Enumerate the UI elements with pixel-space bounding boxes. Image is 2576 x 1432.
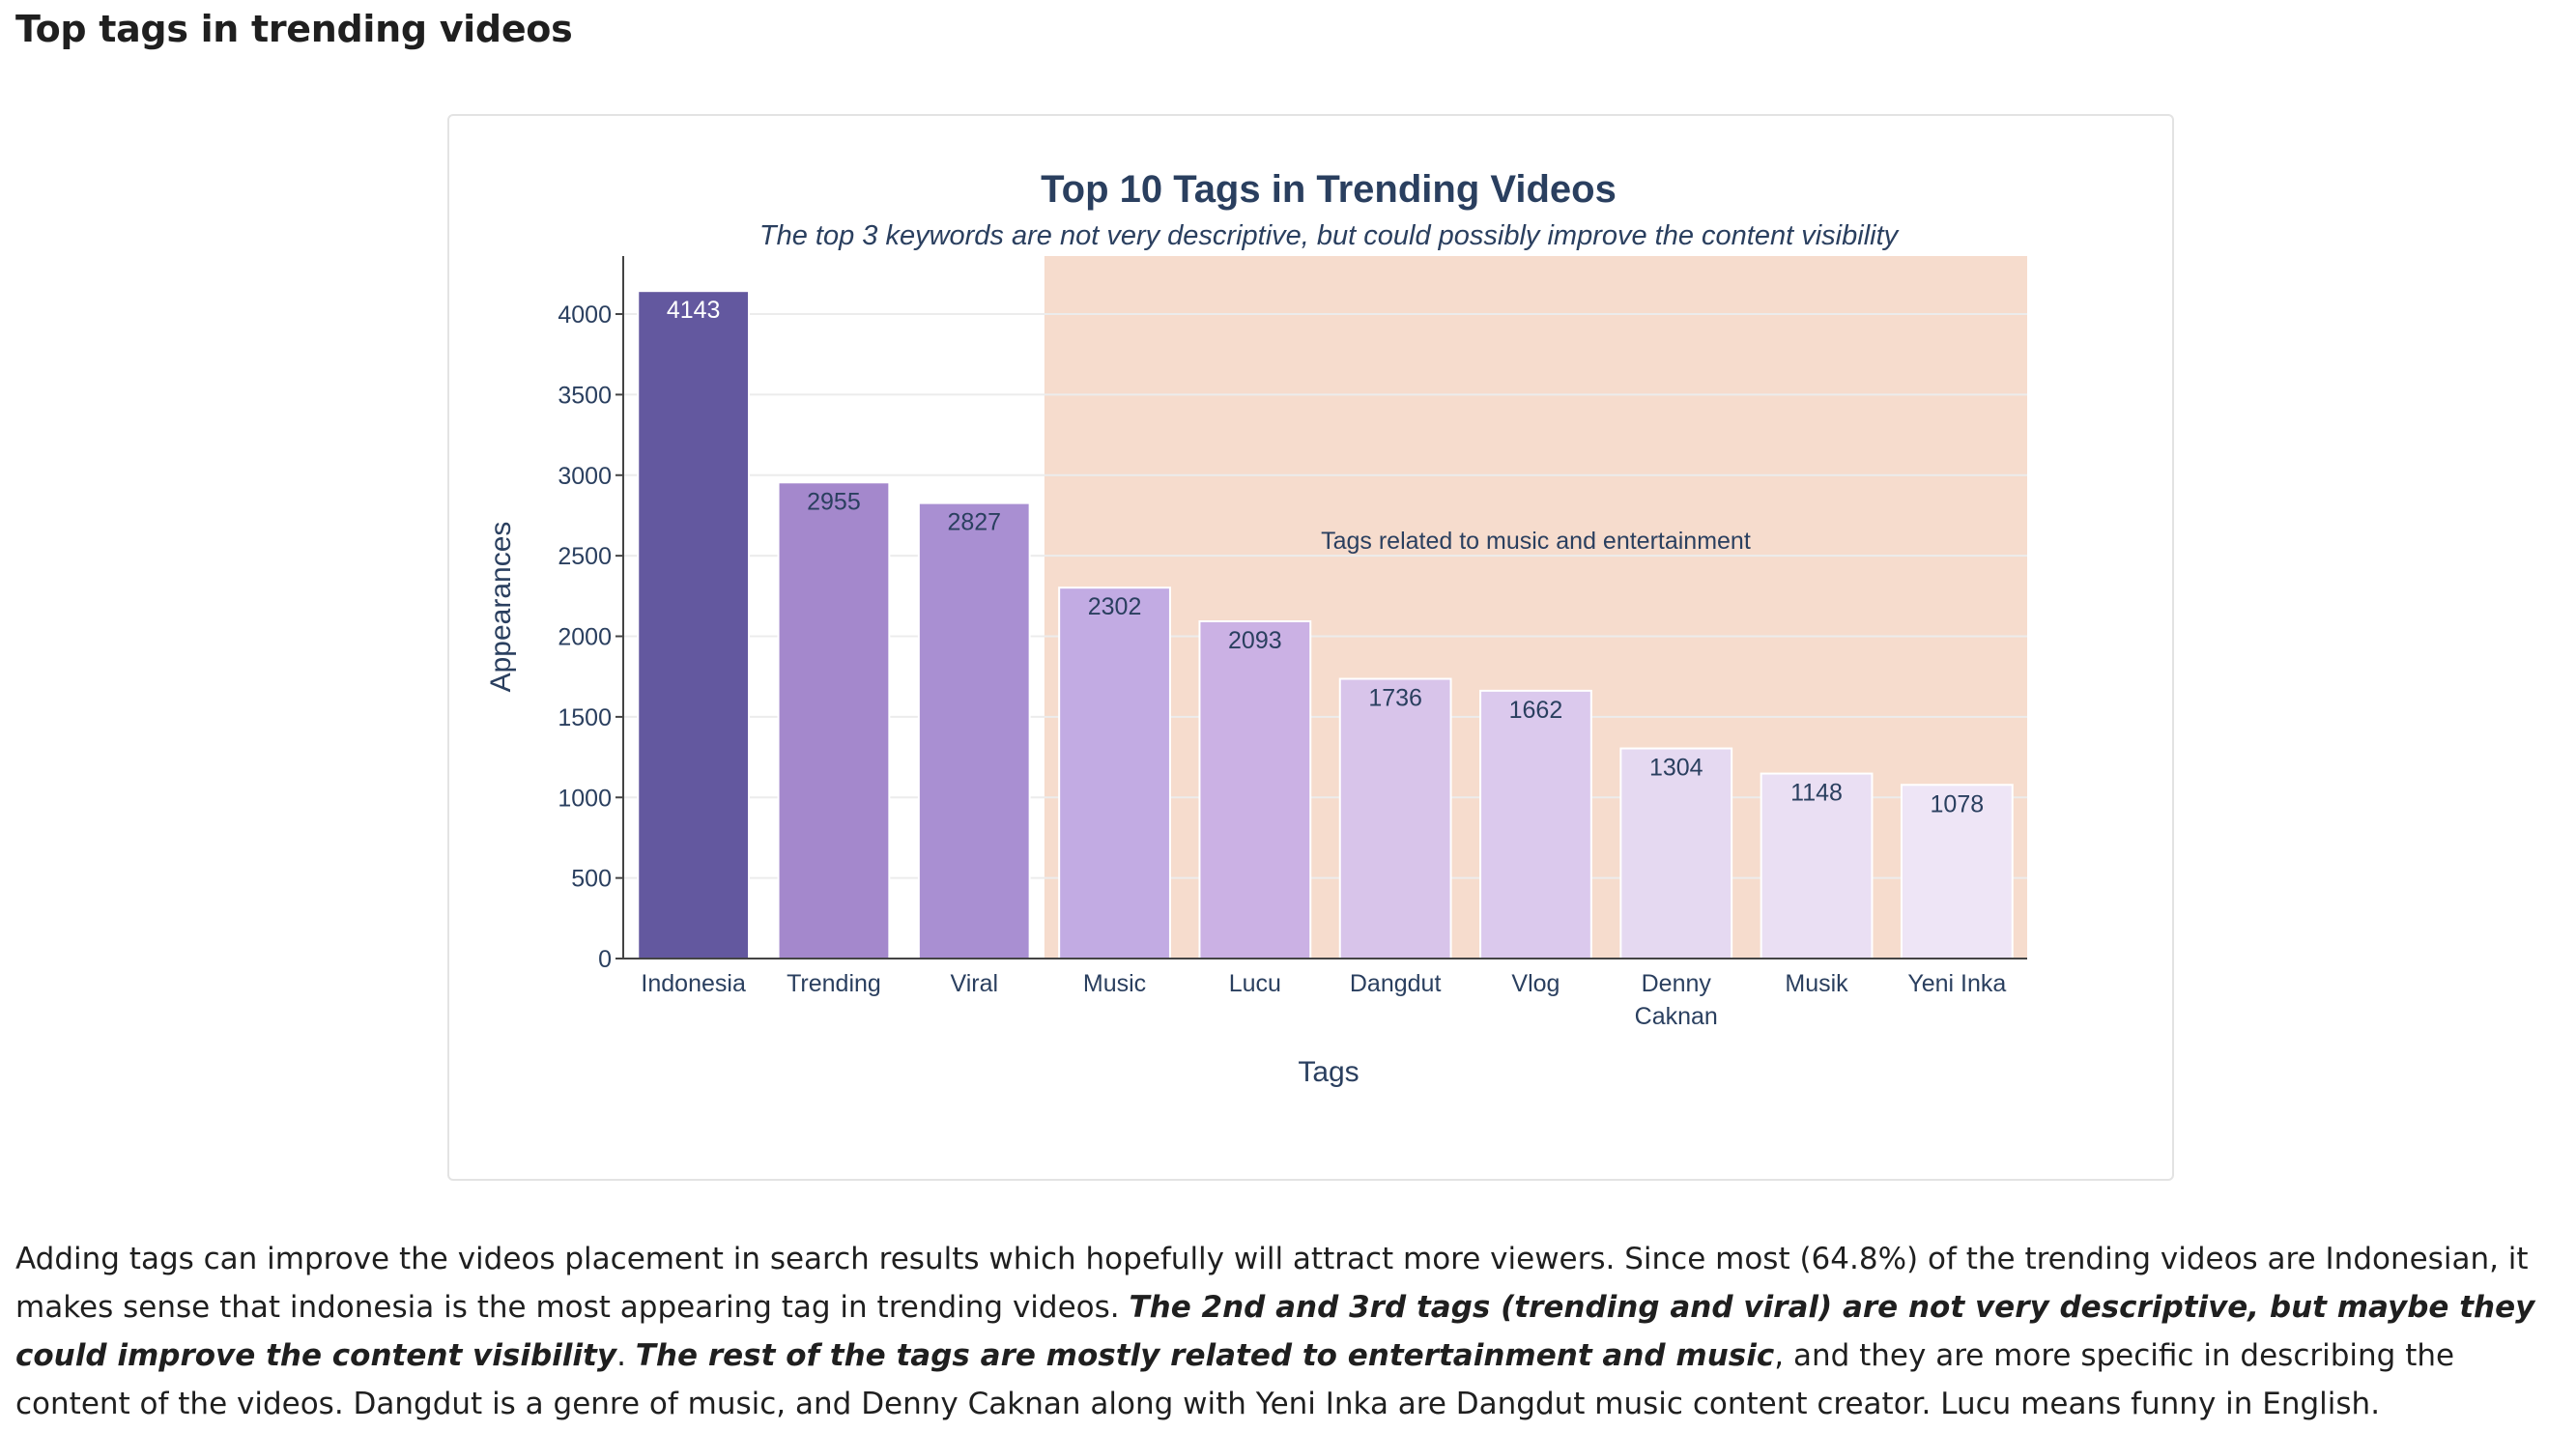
bar bbox=[1058, 587, 1171, 959]
bar bbox=[1338, 677, 1452, 959]
bar-data-label: 2955 bbox=[807, 488, 861, 515]
bar bbox=[917, 501, 1031, 959]
bar-data-label: 2827 bbox=[947, 509, 1001, 536]
bar-data-label: 2093 bbox=[1228, 627, 1282, 654]
bar bbox=[1900, 784, 2014, 959]
y-tick-label: 4000 bbox=[558, 301, 612, 329]
x-tick-label: Viral bbox=[950, 970, 998, 997]
x-tick-label: Vlog bbox=[1511, 970, 1560, 997]
x-tick-label: Denny Caknan bbox=[1635, 970, 1718, 1030]
y-tick-label: 2000 bbox=[558, 624, 612, 651]
x-tick-label: Yeni Inka bbox=[1907, 970, 2006, 997]
x-tick-label: Indonesia bbox=[641, 970, 746, 997]
paragraph-emphasis-2: The rest of the tags are mostly related … bbox=[635, 1338, 1775, 1373]
bar bbox=[777, 481, 891, 959]
bar bbox=[1760, 772, 1874, 960]
y-tick-label: 0 bbox=[598, 946, 612, 973]
x-tick-label: Musik bbox=[1785, 970, 1848, 997]
section-heading: Top tags in trending videos bbox=[15, 8, 573, 50]
x-tick-label: Dangdut bbox=[1350, 970, 1442, 997]
bar-chart: Tags related to music and entertainment … bbox=[485, 168, 2027, 1088]
bar-data-label: 4143 bbox=[667, 297, 721, 324]
bar-data-label: 1662 bbox=[1509, 697, 1563, 724]
chart-subtitle: The top 3 keywords are not very descript… bbox=[759, 220, 1900, 251]
bar bbox=[1198, 620, 1312, 959]
y-tick-label: 500 bbox=[571, 866, 612, 893]
x-tick-label: Lucu bbox=[1229, 970, 1281, 997]
x-axis-title: Tags bbox=[1298, 1056, 1359, 1088]
chart-title: Top 10 Tags in Trending Videos bbox=[1041, 168, 1617, 211]
bar bbox=[637, 290, 751, 960]
bar-data-label: 1304 bbox=[1649, 755, 1703, 782]
bar-data-label: 1736 bbox=[1368, 685, 1422, 712]
y-tick-label: 1500 bbox=[558, 704, 612, 731]
bar-data-label: 1148 bbox=[1790, 780, 1843, 807]
paragraph-text-2: . bbox=[616, 1338, 636, 1373]
bar-data-label: 1078 bbox=[1931, 790, 1985, 817]
paragraph-emphasis-1: The 2nd and 3rd tags (trending and viral… bbox=[15, 1290, 2535, 1373]
chart-card: Tags related to music and entertainment … bbox=[447, 114, 2174, 1181]
y-tick-label: 3500 bbox=[558, 382, 612, 409]
highlight-annotation: Tags related to music and entertainment bbox=[1321, 528, 1751, 555]
bar bbox=[1479, 689, 1592, 959]
x-tick-label: Music bbox=[1083, 970, 1146, 997]
paragraph-text-3: , and they are more specific in describi… bbox=[15, 1338, 2455, 1421]
x-tick-label: Trending bbox=[787, 970, 881, 997]
y-axis-title: Appearances bbox=[485, 522, 517, 693]
bar-data-label: 2302 bbox=[1088, 593, 1142, 620]
bar bbox=[1619, 747, 1733, 959]
y-tick-label: 1000 bbox=[558, 785, 612, 812]
paragraph-text-1: Adding tags can improve the videos place… bbox=[15, 1242, 2529, 1325]
analysis-paragraph: Adding tags can improve the videos place… bbox=[15, 1235, 2557, 1428]
y-tick-label: 3000 bbox=[558, 463, 612, 490]
y-tick-label: 2500 bbox=[558, 543, 612, 570]
